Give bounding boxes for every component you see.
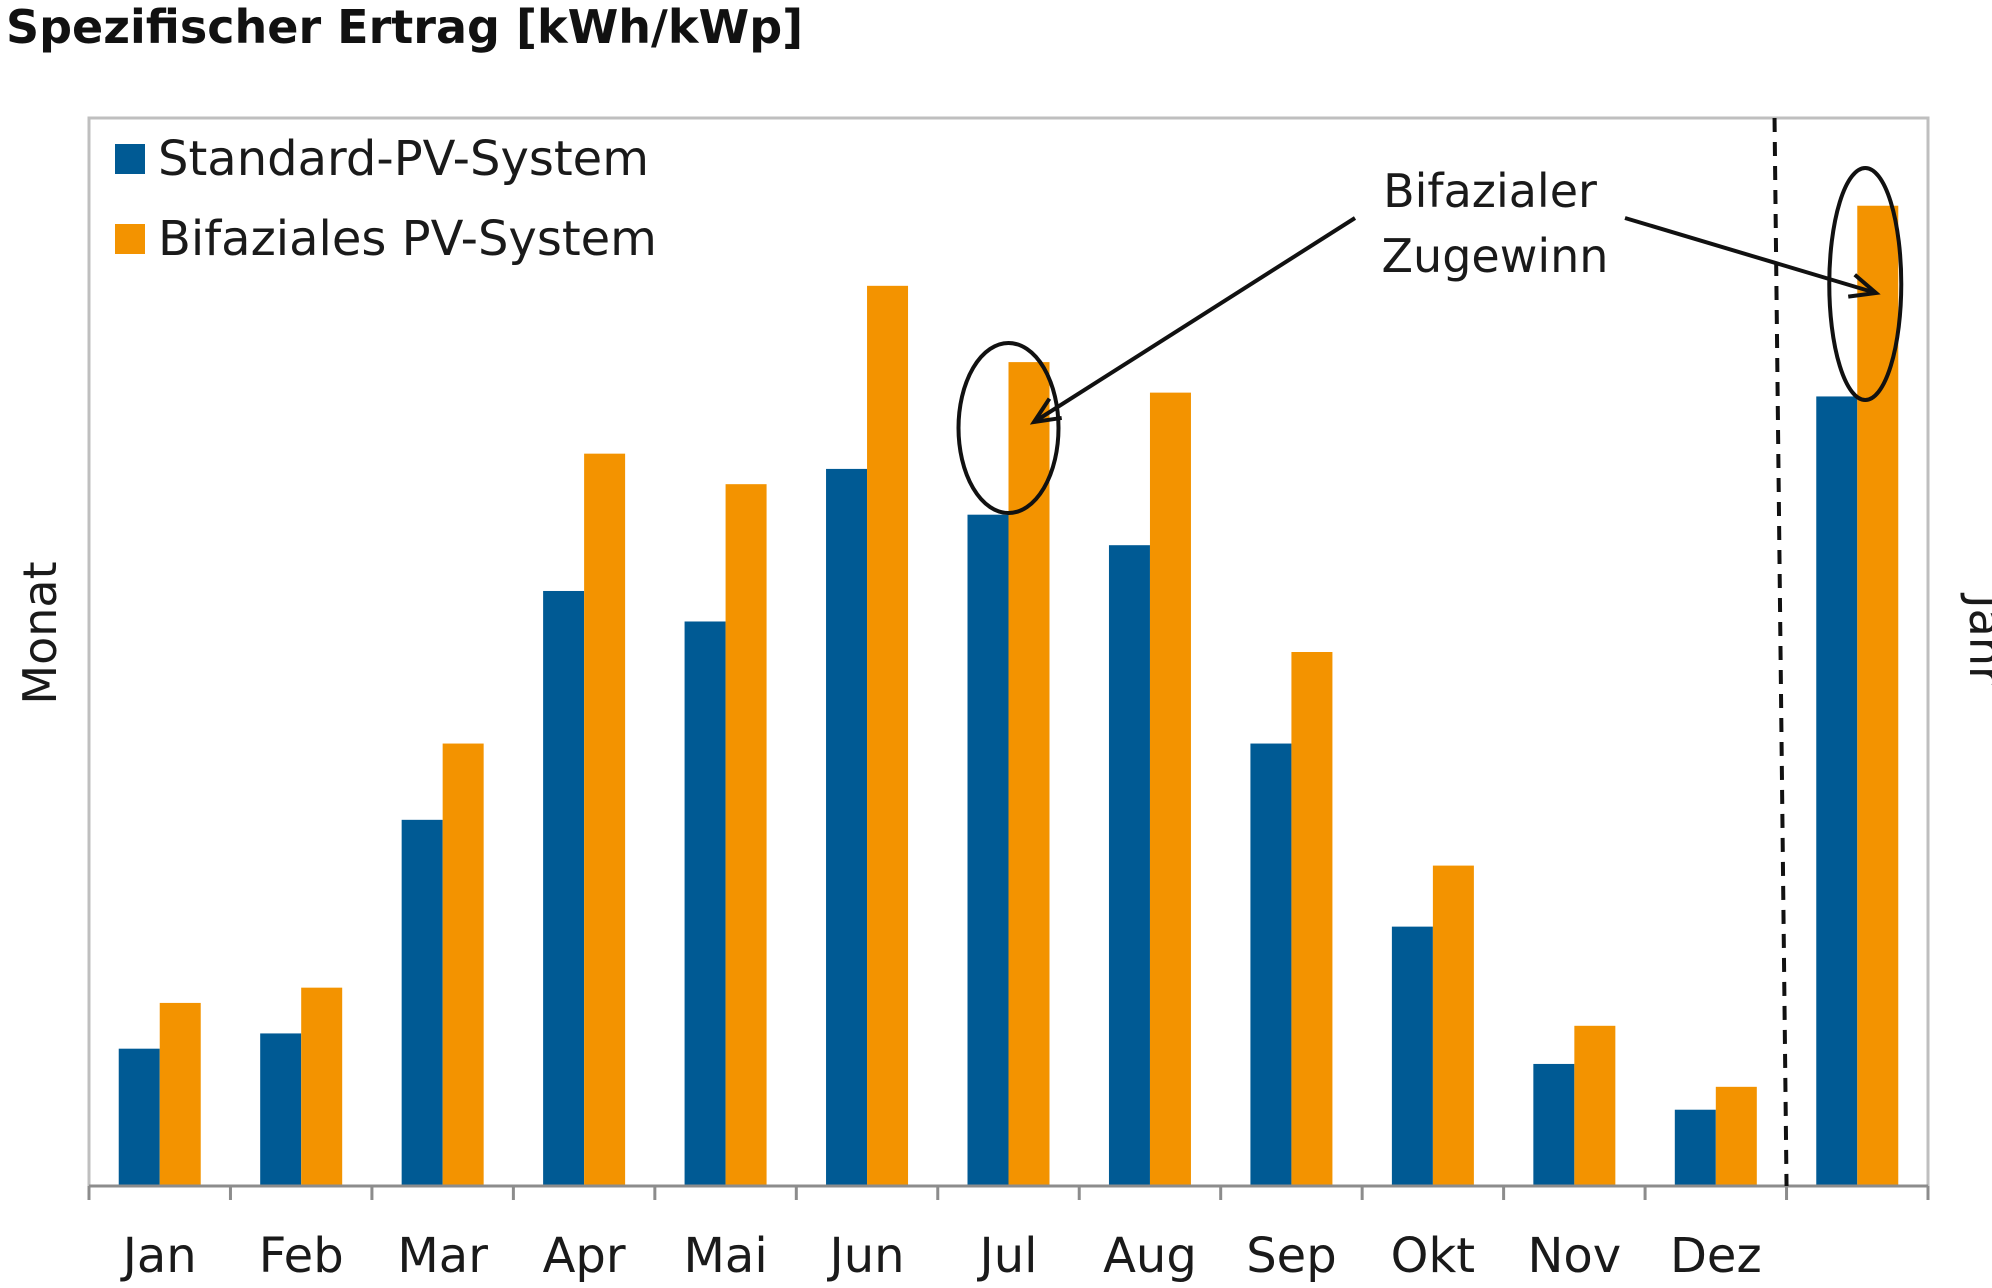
bar-standard-okt (1391, 926, 1433, 1186)
bar-bifacial-okt (1432, 865, 1474, 1186)
x-tick-label-jul: Jul (977, 1228, 1038, 1284)
year-separator-line (1772, 117, 1789, 1187)
x-tick-label-sep: Sep (1246, 1228, 1336, 1284)
bar-bifacial-nov (1574, 1025, 1616, 1186)
bar-bifacial-jun (867, 285, 909, 1186)
x-tick-label-jan: Jan (120, 1228, 197, 1284)
bar-bifacial-jan (159, 1002, 201, 1186)
y-axis-label-left: Monat (13, 561, 67, 704)
bar-bifacial-jahr (1857, 205, 1899, 1186)
highlight-ellipse-jul (956, 341, 1061, 515)
bar-standard-dez (1674, 1109, 1716, 1186)
x-tick-label-jun: Jun (827, 1228, 905, 1284)
bar-standard-nov (1533, 1063, 1575, 1186)
bar-bifacial-aug (1149, 392, 1191, 1187)
x-tick-label-feb: Feb (259, 1228, 344, 1284)
x-tick-label-aug: Aug (1103, 1228, 1197, 1284)
x-axis: Jan Feb Mar Apr Mai Jun Jul Aug Sep Okt Nov Dez (87, 117, 1930, 1284)
x-tick-label-apr: Apr (543, 1228, 626, 1284)
bar-standard-apr (543, 590, 585, 1186)
legend-label-bifacial: Bifaziales PV-System (158, 211, 657, 267)
bar-bifacial-apr (584, 453, 626, 1187)
annotation-arrow-jul (1032, 216, 1357, 424)
bar-standard-jan (118, 1048, 160, 1186)
bar-bifacial-jul (1008, 362, 1050, 1187)
bar-standard-feb (260, 1033, 302, 1186)
chart-title: Spezifischer Ertrag [kWh/kWp] (6, 0, 804, 54)
legend: Standard-PV-System Bifaziales PV-System (115, 131, 657, 267)
x-tick-label-okt: Okt (1391, 1228, 1475, 1284)
annotation-arrow-jul-head (1029, 397, 1062, 425)
bar-standard-jun (826, 468, 868, 1186)
bar-standard-jahr (1816, 396, 1858, 1186)
bar-standard-mar (401, 819, 443, 1186)
highlight-ellipse-jahr (1827, 166, 1904, 402)
annotation-arrow-jahr-head (1847, 273, 1881, 299)
bars (118, 205, 1899, 1187)
bar-bifacial-dez (1715, 1086, 1757, 1186)
bar-bifacial-sep (1291, 652, 1333, 1186)
bar-standard-sep (1250, 743, 1292, 1186)
annotation-arrow-jahr (1624, 216, 1877, 295)
y-axis-label-right: Jahr (1959, 592, 1992, 685)
x-tick-label-mai: Mai (683, 1228, 767, 1284)
x-tick-label-dez: Dez (1670, 1228, 1762, 1284)
bar-standard-jul (967, 514, 1009, 1186)
legend-label-standard: Standard-PV-System (158, 131, 649, 187)
annotation-label-line2: Zugewinn (1382, 229, 1609, 283)
x-tick-label-nov: Nov (1528, 1228, 1622, 1284)
annotations: Bifazialer Zugewinn (956, 164, 1904, 515)
bar-standard-mai (684, 621, 726, 1186)
bar-bifacial-feb (301, 987, 343, 1186)
bar-standard-aug (1108, 545, 1150, 1186)
legend-swatch-bifacial (115, 224, 145, 254)
annotation-label-line1: Bifazialer (1383, 164, 1597, 218)
bar-bifacial-mai (725, 484, 767, 1187)
bar-bifacial-mar (442, 743, 484, 1186)
legend-swatch-standard (115, 144, 145, 174)
x-tick-label-mar: Mar (397, 1228, 488, 1284)
